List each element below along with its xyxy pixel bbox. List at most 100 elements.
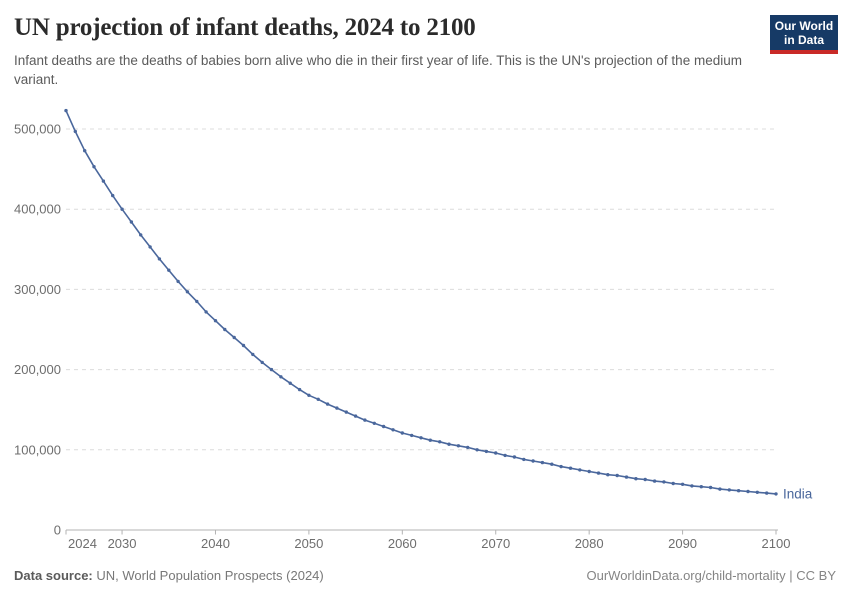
- y-axis-tick-label: 200,000: [14, 362, 61, 377]
- data-point-marker[interactable]: [73, 129, 78, 134]
- data-point-marker[interactable]: [344, 410, 348, 414]
- data-point-marker[interactable]: [410, 433, 414, 438]
- data-point-marker[interactable]: [232, 335, 236, 340]
- data-point-marker[interactable]: [381, 424, 386, 429]
- data-point-marker[interactable]: [578, 468, 582, 472]
- owid-logo-accent-bar: [770, 50, 838, 54]
- data-point-marker[interactable]: [167, 268, 171, 272]
- data-point-marker[interactable]: [297, 387, 302, 392]
- data-point-marker[interactable]: [466, 445, 470, 450]
- chart-footer: Data source: UN, World Population Prospe…: [14, 568, 836, 583]
- data-point-marker[interactable]: [148, 245, 152, 249]
- data-point-marker[interactable]: [438, 440, 442, 444]
- data-point-marker[interactable]: [111, 193, 115, 198]
- data-point-marker[interactable]: [288, 381, 292, 385]
- y-axis-tick-label: 500,000: [14, 122, 61, 137]
- data-source-label: Data source:: [14, 568, 93, 583]
- data-point-marker[interactable]: [307, 393, 311, 397]
- data-point-marker[interactable]: [596, 471, 601, 475]
- data-point-marker[interactable]: [157, 257, 162, 261]
- series-label-india[interactable]: India: [783, 486, 813, 501]
- data-point-marker[interactable]: [195, 299, 199, 304]
- data-point-marker[interactable]: [606, 473, 610, 477]
- data-point-marker[interactable]: [662, 480, 666, 484]
- data-point-marker[interactable]: [484, 449, 489, 454]
- x-axis-tick-label: 2030: [108, 536, 137, 551]
- data-point-marker[interactable]: [680, 482, 685, 486]
- data-point-marker[interactable]: [587, 469, 591, 474]
- y-axis-tick-label: 300,000: [14, 282, 61, 297]
- owid-logo-text: Our World in Data: [770, 15, 838, 50]
- data-source-value: UN, World Population Prospects (2024): [92, 568, 324, 583]
- data-point-marker[interactable]: [316, 397, 320, 401]
- data-point-marker[interactable]: [251, 352, 255, 357]
- x-axis-tick-label: 2080: [575, 536, 604, 551]
- data-point-marker[interactable]: [372, 421, 376, 425]
- data-point-marker[interactable]: [671, 481, 675, 486]
- data-source-note: Data source: UN, World Population Prospe…: [14, 568, 324, 583]
- data-point-marker[interactable]: [512, 455, 517, 459]
- y-axis-tick-label: 100,000: [14, 442, 61, 457]
- data-point-marker[interactable]: [353, 414, 358, 418]
- x-axis-tick-label: 2100: [762, 536, 791, 551]
- owid-logo[interactable]: Our World in Data: [770, 15, 838, 54]
- x-axis-tick-label: 2040: [201, 536, 230, 551]
- data-point-marker[interactable]: [615, 473, 619, 478]
- data-point-marker[interactable]: [129, 220, 134, 224]
- data-point-marker[interactable]: [652, 479, 657, 483]
- data-point-marker[interactable]: [92, 165, 96, 169]
- data-point-marker[interactable]: [624, 475, 629, 479]
- data-point-marker[interactable]: [269, 367, 274, 372]
- data-point-marker[interactable]: [325, 402, 330, 406]
- x-axis-tick-label: 2024: [68, 536, 97, 551]
- data-point-marker[interactable]: [400, 431, 404, 435]
- data-point-marker[interactable]: [260, 360, 264, 365]
- data-point-marker[interactable]: [428, 438, 432, 442]
- data-point-marker[interactable]: [494, 451, 498, 455]
- data-point-marker[interactable]: [456, 444, 461, 448]
- data-point-marker[interactable]: [531, 459, 535, 463]
- data-point-marker[interactable]: [690, 484, 694, 488]
- data-point-marker[interactable]: [708, 485, 713, 490]
- chart-subtitle: Infant deaths are the deaths of babies b…: [14, 53, 742, 87]
- data-point-marker[interactable]: [139, 233, 143, 237]
- data-point-marker[interactable]: [765, 491, 769, 495]
- data-point-marker[interactable]: [335, 406, 339, 410]
- data-point-marker[interactable]: [391, 428, 395, 432]
- data-point-marker[interactable]: [213, 319, 218, 323]
- data-point-marker[interactable]: [568, 466, 573, 470]
- data-point-marker[interactable]: [699, 485, 703, 489]
- data-point-marker[interactable]: [774, 492, 778, 496]
- data-point-marker[interactable]: [755, 490, 759, 494]
- data-point-marker[interactable]: [101, 179, 106, 183]
- data-point-marker[interactable]: [83, 149, 87, 153]
- data-point-marker[interactable]: [176, 279, 180, 284]
- data-point-marker[interactable]: [550, 462, 554, 466]
- x-axis-tick-label: 2060: [388, 536, 417, 551]
- data-point-marker[interactable]: [634, 477, 638, 481]
- y-axis-tick-label: 400,000: [14, 202, 61, 217]
- data-point-marker[interactable]: [718, 487, 722, 491]
- data-point-marker[interactable]: [727, 488, 731, 492]
- data-point-marker[interactable]: [223, 327, 227, 332]
- data-point-marker[interactable]: [503, 453, 507, 458]
- data-point-marker[interactable]: [241, 343, 246, 348]
- data-point-marker[interactable]: [736, 489, 741, 493]
- data-point-marker[interactable]: [363, 418, 367, 422]
- data-point-marker[interactable]: [643, 477, 647, 482]
- data-point-marker[interactable]: [419, 436, 423, 440]
- data-point-marker[interactable]: [279, 375, 283, 379]
- data-point-marker[interactable]: [64, 108, 68, 113]
- attribution-link[interactable]: OurWorldinData.org/child-mortality | CC …: [586, 568, 837, 583]
- data-point-marker[interactable]: [559, 464, 563, 469]
- data-point-marker[interactable]: [204, 310, 208, 314]
- data-point-marker[interactable]: [185, 290, 190, 294]
- data-point-marker[interactable]: [522, 457, 526, 462]
- data-point-marker[interactable]: [540, 460, 545, 465]
- data-point-marker[interactable]: [447, 442, 451, 446]
- data-point-marker[interactable]: [120, 207, 124, 211]
- data-point-marker[interactable]: [475, 448, 479, 452]
- data-point-marker[interactable]: [746, 489, 750, 494]
- owid-logo-line1: Our World: [774, 19, 834, 33]
